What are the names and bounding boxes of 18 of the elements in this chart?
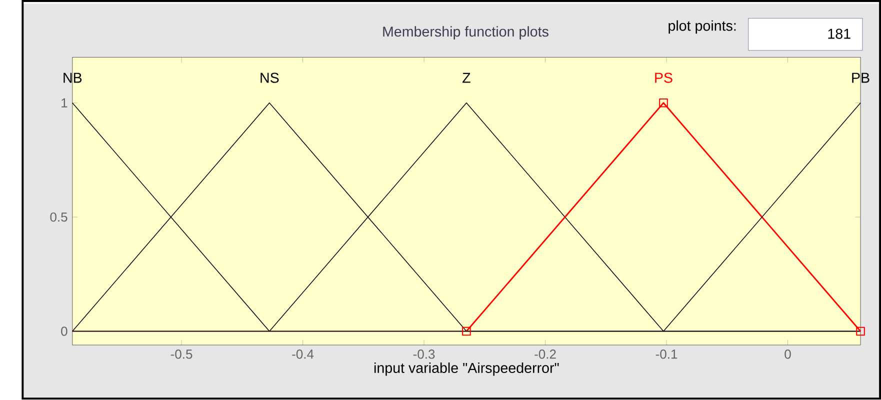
y-tick-label: 0 (61, 326, 68, 336)
text: plot points: (668, 20, 736, 34)
series-label: NB (64, 73, 82, 83)
series-label: Z (462, 73, 470, 83)
y-tick-label: 1 (62, 98, 68, 108)
series-label: NS (260, 72, 279, 84)
series-label: PS (655, 72, 672, 84)
text: 181 (828, 28, 850, 40)
y-tick-label: 0.5 (50, 212, 68, 222)
chart-title: Membership function plots (383, 26, 548, 40)
x-tick-label: -0.4 (292, 350, 314, 359)
x-tick-label: -0.2 (534, 350, 556, 359)
series-label: PB (852, 73, 870, 83)
x-tick-label: -0.3 (413, 350, 435, 359)
x-tick-label: -0.1 (656, 350, 678, 359)
x-tick-label: -0.5 (170, 350, 192, 359)
x-tick-label: 0 (784, 350, 791, 359)
x-axis-title: input variable "Airspeederror" (374, 362, 559, 376)
